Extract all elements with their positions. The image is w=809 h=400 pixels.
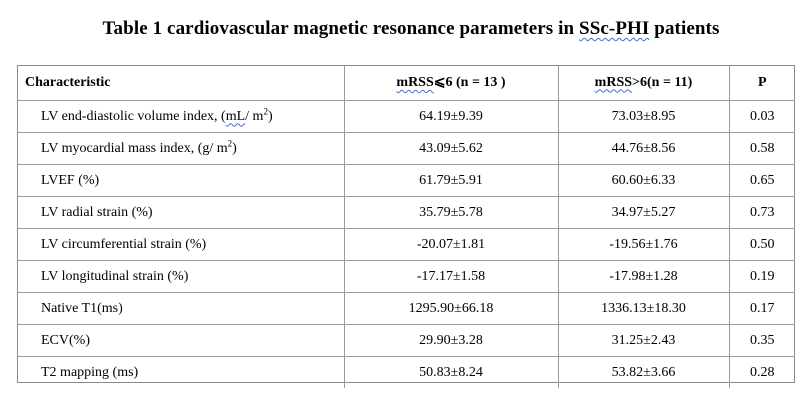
row-p-value: 0.73: [728, 196, 795, 229]
row-value-mrss-le-6: 1295.90±66.18: [343, 292, 558, 325]
header-mrss-le-6: mRSS⩽6 (n = 13 ): [343, 65, 558, 101]
table-row: ECV(%) 29.90±3.28 31.25±2.43 0.35: [17, 324, 795, 357]
header-mrss-gt-6: mRSS>6(n = 11): [557, 65, 729, 101]
row-p-value: 0.58: [728, 132, 795, 165]
table-row: LVEF (%) 61.79±5.91 60.60±6.33 0.65: [17, 164, 795, 197]
row-p-value: 0.19: [728, 260, 795, 293]
row-p-value: 0.35: [728, 324, 795, 357]
row-p-value: 0.50: [728, 228, 795, 261]
row-label: LV end-diastolic volume index, (mL/ m2): [17, 100, 344, 133]
table-row: LV circumferential strain (%) -20.07±1.8…: [17, 228, 795, 261]
row-value-mrss-gt-6: 31.25±2.43: [557, 324, 729, 357]
row-p-value: 0.03: [728, 100, 795, 133]
table-title-suffix: patients: [649, 18, 720, 39]
row-label: LV circumferential strain (%): [17, 228, 344, 261]
row-value-mrss-le-6: 29.90±3.28: [343, 324, 558, 357]
table-row: LV longitudinal strain (%) -17.17±1.58 -…: [17, 260, 795, 293]
row-value-mrss-le-6: 50.83±8.24: [343, 356, 558, 388]
row-label: LV longitudinal strain (%): [17, 260, 344, 293]
row-label: ECV(%): [17, 324, 344, 357]
table-row: LV myocardial mass index, (g/ m2) 43.09±…: [17, 132, 795, 165]
row-value-mrss-le-6: -20.07±1.81: [343, 228, 558, 261]
row-label: LVEF (%): [17, 164, 344, 197]
table-title-prefix: Table 1 cardiovascular magnetic resonanc…: [102, 18, 580, 39]
row-value-mrss-gt-6: 44.76±8.56: [557, 132, 729, 165]
header-characteristic: Characteristic: [25, 74, 111, 90]
cmr-parameters-table: Characteristic mRSS⩽6 (n = 13 ) mRSS>6(n…: [17, 65, 795, 388]
row-value-mrss-gt-6: 60.60±6.33: [557, 164, 729, 197]
row-value-mrss-gt-6: 53.82±3.66: [557, 356, 729, 388]
table-title: Table 1 cardiovascular magnetic resonanc…: [0, 18, 809, 40]
table-row: Native T1(ms) 1295.90±66.18 1336.13±18.3…: [17, 292, 795, 325]
table-row: LV end-diastolic volume index, (mL/ m2) …: [17, 100, 795, 133]
row-label: Native T1(ms): [17, 292, 344, 325]
table-title-squiggly: SSc-PHI: [579, 18, 650, 39]
row-value-mrss-gt-6: -19.56±1.76: [557, 228, 729, 261]
row-value-mrss-le-6: 61.79±5.91: [343, 164, 558, 197]
header-row: Characteristic mRSS⩽6 (n = 13 ) mRSS>6(n…: [17, 65, 795, 101]
row-value-mrss-gt-6: 73.03±8.95: [557, 100, 729, 133]
row-value-mrss-gt-6: 1336.13±18.30: [557, 292, 729, 325]
row-p-value: 0.28: [728, 356, 795, 388]
row-p-value: 0.65: [728, 164, 795, 197]
row-value-mrss-le-6: -17.17±1.58: [343, 260, 558, 293]
row-p-value: 0.17: [728, 292, 795, 325]
row-value-mrss-le-6: 43.09±5.62: [343, 132, 558, 165]
table-row: T2 mapping (ms) 50.83±8.24 53.82±3.66 0.…: [17, 356, 795, 388]
row-value-mrss-gt-6: 34.97±5.27: [557, 196, 729, 229]
row-label: LV myocardial mass index, (g/ m2): [17, 132, 344, 165]
table-row: LV radial strain (%) 35.79±5.78 34.97±5.…: [17, 196, 795, 229]
header-p-value: P: [728, 65, 795, 101]
row-value-mrss-gt-6: -17.98±1.28: [557, 260, 729, 293]
row-label: T2 mapping (ms): [17, 356, 344, 388]
row-value-mrss-le-6: 35.79±5.78: [343, 196, 558, 229]
row-value-mrss-le-6: 64.19±9.39: [343, 100, 558, 133]
row-label: LV radial strain (%): [17, 196, 344, 229]
